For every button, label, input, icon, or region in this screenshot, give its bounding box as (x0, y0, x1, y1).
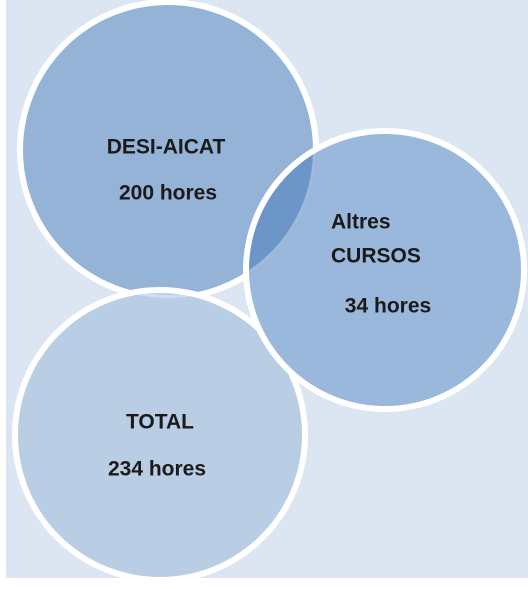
label: CURSOS (331, 245, 421, 268)
label: 34 hores (345, 295, 431, 318)
label: TOTAL (126, 411, 194, 434)
label: Altres (331, 211, 391, 234)
circle-total (12, 287, 308, 583)
label: DESI-AICAT (107, 136, 226, 159)
label: 234 hores (108, 458, 206, 481)
circle-altres (243, 128, 527, 412)
label: 200 hores (119, 182, 217, 205)
